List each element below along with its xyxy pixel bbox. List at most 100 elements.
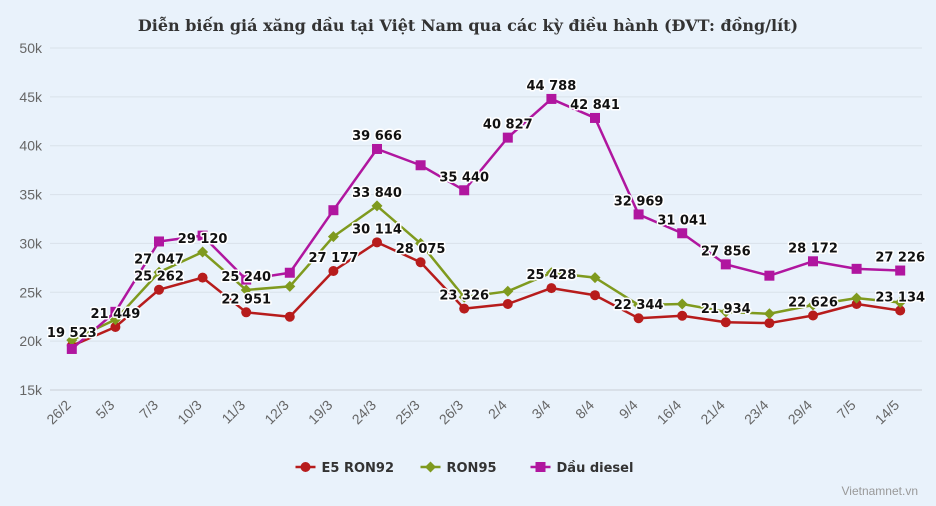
data-label: 32 969 — [614, 194, 664, 209]
data-point[interactable] — [633, 209, 644, 220]
legend-label: Dầu diesel — [557, 461, 634, 476]
data-point[interactable] — [371, 200, 383, 212]
data-point[interactable] — [66, 334, 78, 346]
data-label: 42 841 — [570, 98, 620, 113]
data-point[interactable] — [633, 313, 644, 324]
data-point[interactable] — [633, 299, 645, 311]
data-point[interactable] — [502, 299, 513, 310]
data-point[interactable] — [546, 283, 557, 294]
data-point[interactable] — [502, 285, 514, 297]
data-point[interactable] — [720, 259, 731, 270]
data-point[interactable] — [589, 272, 601, 284]
data-label: 31 041 — [657, 213, 707, 228]
y-tick-label: 40k — [19, 138, 43, 154]
x-axis-ticks: 26/2 5/3 7/3 10/3 11/3 12/3 19/3 24/3 25/3 26/3 2/… — [43, 397, 902, 428]
legend[interactable]: E5 RON92 RON95 Dầu diesel — [295, 461, 634, 476]
data-point[interactable] — [895, 265, 906, 276]
data-point[interactable] — [764, 270, 775, 281]
data-point[interactable] — [372, 237, 382, 248]
data-point[interactable] — [241, 307, 252, 318]
data-point[interactable] — [284, 311, 295, 322]
x-tick-label: 9/4 — [616, 397, 641, 422]
legend-marker[interactable] — [300, 462, 311, 472]
data-point[interactable] — [110, 306, 121, 317]
data-point[interactable] — [851, 299, 862, 310]
data-point[interactable] — [808, 256, 818, 267]
data-label: 44 788 — [527, 79, 577, 94]
legend-item[interactable]: Dầu diesel — [530, 461, 634, 476]
data-point[interactable] — [153, 266, 165, 278]
data-point[interactable] — [197, 230, 208, 241]
data-point[interactable] — [502, 132, 513, 143]
data-point[interactable] — [197, 246, 209, 258]
data-point[interactable] — [807, 299, 819, 311]
series-1 — [66, 200, 906, 346]
x-tick-label: 21/4 — [697, 397, 728, 428]
data-label: 19 523 — [47, 326, 97, 341]
legend-item[interactable]: E5 RON92 — [295, 461, 394, 476]
data-point[interactable] — [546, 93, 557, 104]
data-point[interactable] — [284, 280, 296, 292]
data-point[interactable] — [109, 314, 121, 326]
legend-label: E5 RON92 — [322, 461, 394, 476]
y-tick-label: 15k — [19, 382, 43, 398]
data-point[interactable] — [197, 272, 208, 283]
data-point[interactable] — [459, 185, 470, 196]
data-point[interactable] — [415, 237, 427, 249]
y-axis-ticks: 15k 20k 25k 30k 35k 40k 45k 50k — [19, 40, 43, 398]
data-label: 22 951 — [221, 292, 271, 307]
data-label: 35 440 — [439, 170, 489, 185]
data-point[interactable] — [458, 291, 470, 303]
data-point[interactable] — [676, 298, 688, 310]
data-point[interactable] — [415, 160, 426, 171]
data-point[interactable] — [894, 297, 906, 309]
data-point[interactable] — [328, 266, 339, 277]
data-label: 27 226 — [875, 251, 925, 266]
series-0 — [66, 237, 906, 351]
x-tick-label: 7/3 — [136, 397, 161, 422]
data-point[interactable] — [677, 228, 688, 239]
data-point[interactable] — [720, 317, 731, 328]
legend-marker[interactable] — [425, 461, 436, 473]
data-point[interactable] — [327, 231, 339, 243]
data-point[interactable] — [240, 284, 252, 296]
chart-title: Diễn biến giá xăng dầu tại Việt Nam qua … — [138, 16, 798, 35]
data-label: 23 326 — [439, 289, 489, 304]
data-label: 29 120 — [178, 232, 228, 247]
x-tick-label: 24/3 — [349, 397, 380, 428]
series-layer — [66, 93, 906, 354]
data-labels: 19 523 21 449 25 262 22 951 27 177 30 114 28 0… — [45, 77, 926, 342]
data-point[interactable] — [677, 310, 688, 321]
data-point[interactable] — [720, 306, 732, 318]
data-point[interactable] — [895, 305, 906, 316]
data-point[interactable] — [154, 284, 164, 295]
data-point[interactable] — [545, 267, 557, 279]
data-point[interactable] — [590, 112, 600, 123]
data-point[interactable] — [590, 290, 600, 301]
data-label: 39 666 — [352, 129, 402, 144]
data-label: 27 177 — [309, 251, 359, 266]
x-tick-label: 8/4 — [572, 397, 597, 422]
data-label: 21 449 — [91, 307, 141, 322]
data-point[interactable] — [328, 205, 339, 216]
data-point[interactable] — [763, 308, 775, 320]
data-point[interactable] — [154, 236, 164, 247]
data-label: 25 262 — [134, 270, 184, 285]
data-label: 22 344 — [614, 298, 664, 313]
data-point[interactable] — [372, 143, 382, 154]
data-point[interactable] — [459, 303, 470, 314]
data-point[interactable] — [764, 318, 775, 329]
legend-item[interactable]: RON95 — [420, 461, 497, 476]
data-point[interactable] — [241, 274, 252, 285]
data-point[interactable] — [808, 310, 818, 321]
data-point[interactable] — [851, 263, 862, 274]
data-point[interactable] — [66, 343, 77, 354]
data-point[interactable] — [110, 321, 121, 332]
data-point[interactable] — [851, 292, 863, 304]
legend-marker[interactable] — [535, 462, 546, 472]
data-point[interactable] — [415, 257, 426, 268]
data-point[interactable] — [284, 267, 295, 278]
x-tick-label: 11/3 — [218, 397, 248, 427]
